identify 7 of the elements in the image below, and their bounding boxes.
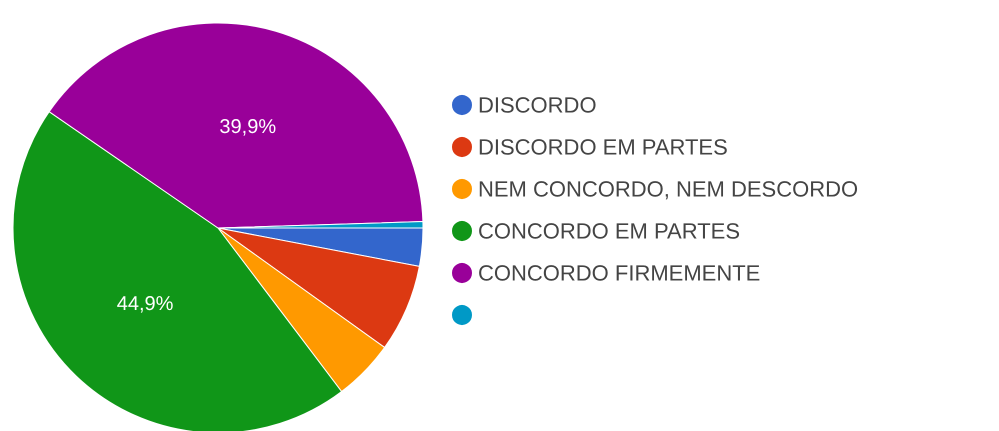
legend-label: CONCORDO FIRMEMENTE <box>478 260 760 286</box>
data-label: 39,9% <box>219 116 276 138</box>
data-label: 44,9% <box>116 293 174 316</box>
legend-label: NEM CONCORDO, NEM DESCORDO <box>478 176 858 202</box>
legend-label: DISCORDO EM PARTES <box>478 134 728 160</box>
legend-label: CONCORDO EM PARTES <box>478 218 740 244</box>
legend-label: DISCORDO <box>478 92 597 118</box>
